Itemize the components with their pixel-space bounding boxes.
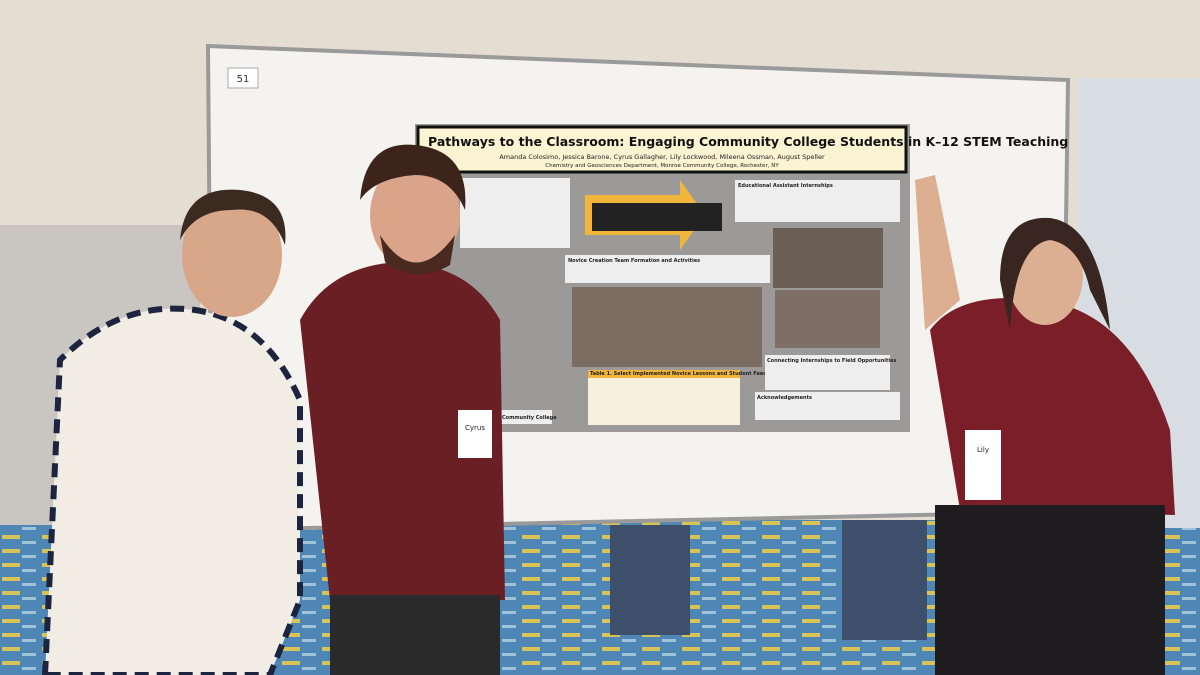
text-block: [565, 255, 770, 283]
pants-right: [935, 505, 1165, 675]
pants-middle: [330, 595, 500, 675]
badge: [965, 430, 1001, 500]
section-heading: Acknowledgements: [757, 395, 812, 401]
face-left: [182, 193, 282, 317]
title-bar: [416, 125, 908, 174]
badge-name: Lily: [977, 446, 989, 454]
flow-boxes: [592, 203, 722, 231]
text-block: [755, 392, 900, 420]
poster-affiliation: Chemistry and Geosciences Department, Mo…: [545, 163, 779, 169]
beard: [380, 235, 455, 275]
section-heading: Community College: [502, 415, 557, 421]
hair-middle: [360, 144, 466, 210]
section-heading: Table 1. Select Implemented Novice Lesso…: [590, 371, 781, 377]
photos: [773, 228, 883, 288]
number-tag: [227, 67, 259, 89]
person-middle: [300, 262, 505, 600]
legs-behind: [610, 525, 690, 635]
badge: [458, 410, 492, 458]
poster-number: 51: [237, 74, 250, 85]
legs-behind: [842, 520, 927, 640]
face-middle: [370, 160, 460, 270]
hair-left: [180, 189, 286, 245]
section-heading: Educational Assistant Internships: [738, 183, 833, 189]
photos: [775, 290, 880, 348]
photos: [572, 287, 762, 367]
section-heading: Connecting Internships to Field Opportun…: [767, 358, 896, 364]
poster-authors: Amanda Colosimo, Jessica Barone, Cyrus G…: [499, 153, 825, 161]
table-header: [588, 370, 740, 378]
section-heading: Novice Creation Team Formation and Activ…: [568, 258, 700, 264]
text-block: [460, 178, 570, 248]
text-block: [765, 355, 890, 390]
text-block: [500, 410, 552, 424]
table: [588, 370, 740, 425]
text-block: [735, 180, 900, 222]
badge-name: Cyrus: [465, 424, 485, 432]
hair-right: [1000, 217, 1110, 330]
arm-raised: [915, 175, 960, 330]
poster-title: Pathways to the Classroom: Engaging Comm…: [428, 134, 1068, 149]
person-left: [41, 305, 303, 675]
